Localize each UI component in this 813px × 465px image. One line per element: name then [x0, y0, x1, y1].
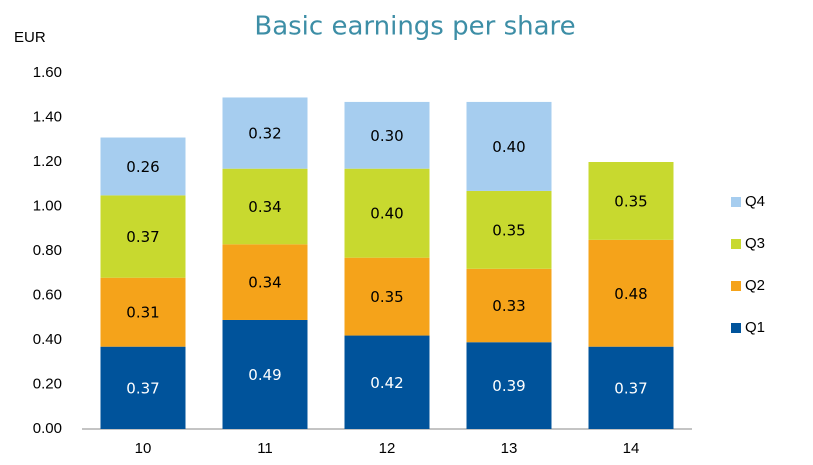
data-label: 0.35 [492, 221, 525, 239]
bar-segment [344, 335, 430, 429]
bar-segment [466, 268, 552, 343]
data-label: 0.35 [614, 192, 647, 210]
bar-segment [344, 257, 430, 336]
y-tick-label: 0.20 [33, 375, 62, 392]
y-tick-label: 0.60 [33, 286, 62, 303]
y-tick-label: 0.80 [33, 242, 62, 259]
data-label: 0.48 [614, 285, 647, 303]
data-label: 0.26 [126, 158, 159, 176]
y-tick-label: 0.40 [33, 331, 62, 348]
bar-segment [222, 97, 308, 169]
x-tick-label: 12 [379, 440, 396, 457]
bar-segment [100, 195, 186, 278]
legend-label: Q3 [745, 235, 765, 252]
legend-label: Q1 [745, 319, 765, 336]
bar-segment [466, 101, 552, 191]
bar-segment [222, 244, 308, 320]
data-label: 0.31 [126, 304, 159, 322]
bar-segment [466, 342, 552, 429]
data-label: 0.40 [492, 138, 525, 156]
data-label: 0.37 [126, 228, 159, 246]
y-tick-label: 1.00 [33, 197, 62, 214]
data-label: 0.34 [248, 274, 281, 292]
data-label: 0.39 [492, 377, 525, 395]
y-tick-label: 0.00 [33, 420, 62, 437]
bar-segment [344, 168, 430, 258]
x-tick-label: 11 [257, 440, 273, 457]
bar-segment [466, 190, 552, 269]
data-label: 0.40 [370, 205, 403, 223]
bar-segment [344, 101, 430, 169]
data-label: 0.30 [370, 127, 403, 145]
data-label: 0.49 [248, 366, 281, 384]
data-label: 0.32 [248, 125, 281, 143]
legend-label: Q2 [745, 277, 765, 294]
bar-segment [100, 137, 186, 196]
data-label: 0.37 [126, 379, 159, 397]
bar-segment [588, 162, 674, 240]
legend-swatch [731, 323, 741, 333]
legend-swatch [731, 197, 741, 207]
bar-segment [100, 277, 186, 347]
bar-segment [222, 319, 308, 429]
y-tick-label: 1.40 [33, 108, 62, 125]
bar-segment [100, 346, 186, 429]
bar-segment [588, 239, 674, 347]
legend-label: Q4 [745, 193, 765, 210]
bar-segment [588, 346, 674, 429]
y-tick-label: 1.60 [33, 64, 62, 81]
y-tick-label: 1.20 [33, 153, 62, 170]
bar-segment [222, 168, 308, 245]
data-label: 0.34 [248, 198, 281, 216]
y-axis-label: EUR [14, 29, 46, 46]
chart-title: Basic earnings per share [254, 12, 575, 42]
data-label: 0.42 [370, 374, 403, 392]
x-tick-label: 13 [501, 440, 518, 457]
legend-swatch [731, 239, 741, 249]
data-label: 0.37 [614, 379, 647, 397]
data-label: 0.35 [370, 288, 403, 306]
data-label: 0.33 [492, 297, 525, 315]
legend-swatch [731, 281, 741, 291]
x-tick-label: 10 [135, 440, 152, 457]
x-tick-label: 14 [623, 440, 640, 457]
